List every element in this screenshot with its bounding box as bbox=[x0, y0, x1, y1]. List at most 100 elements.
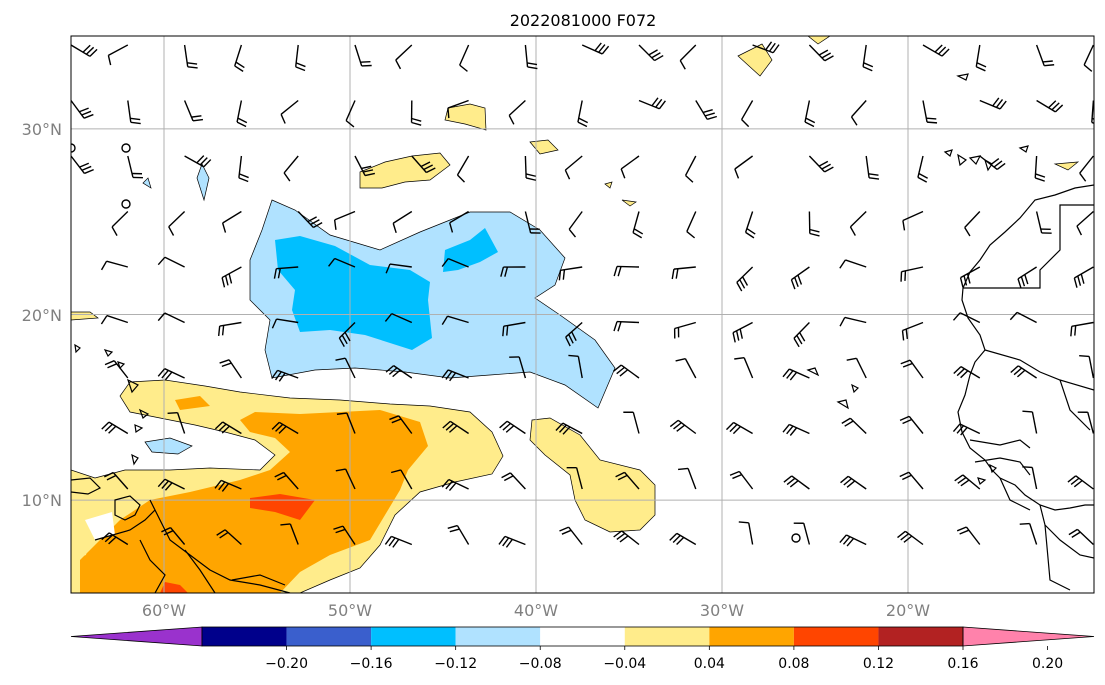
wind-barb bbox=[901, 321, 924, 341]
wind-barb bbox=[669, 419, 697, 435]
wind-barb bbox=[734, 356, 754, 379]
calm-circles bbox=[71, 143, 801, 543]
wind-barb bbox=[234, 44, 245, 72]
wind-barb bbox=[1073, 266, 1094, 288]
wind-barb bbox=[354, 155, 375, 177]
wind-barb bbox=[104, 360, 129, 379]
wind-barb bbox=[559, 526, 583, 545]
positive-anomaly-region bbox=[71, 36, 1080, 593]
wind-barb bbox=[565, 321, 583, 347]
wind-barb bbox=[922, 44, 950, 57]
yellow-fill bbox=[71, 534, 90, 560]
wind-barb bbox=[442, 420, 469, 435]
wind-barb bbox=[1009, 311, 1037, 324]
colorbar-tick-label: 0.20 bbox=[1032, 656, 1063, 672]
wind-barb bbox=[219, 359, 242, 379]
wind-barb bbox=[499, 420, 526, 435]
wind-barb bbox=[524, 155, 537, 181]
wind-barb bbox=[558, 266, 583, 281]
wind-barb bbox=[221, 210, 242, 233]
yellow-fill bbox=[621, 199, 637, 207]
wind-barb bbox=[632, 211, 644, 239]
blue-fill bbox=[443, 228, 498, 272]
wind-barb bbox=[384, 535, 413, 548]
wind-barb bbox=[679, 44, 697, 70]
wind-barb bbox=[100, 314, 129, 325]
wind-barb bbox=[395, 44, 413, 70]
wind-barb bbox=[238, 155, 249, 183]
colorbar-segment bbox=[202, 627, 287, 646]
colorbar-segment bbox=[709, 627, 794, 646]
wind-barb bbox=[441, 315, 469, 326]
wind-barb bbox=[71, 267, 72, 268]
wind-barb bbox=[613, 530, 640, 546]
calm-wind-circle bbox=[71, 143, 76, 153]
wind-barb bbox=[498, 535, 526, 548]
wind-barb bbox=[389, 415, 413, 434]
colorbar-extend-low bbox=[70, 626, 203, 647]
colorbar-segment bbox=[371, 627, 456, 646]
wind-barb bbox=[671, 266, 696, 280]
colorbar-tick-label: −0.04 bbox=[603, 656, 646, 672]
wind-barb bbox=[447, 524, 470, 545]
wind-barb bbox=[217, 321, 242, 337]
wind-barb bbox=[613, 364, 640, 379]
wind-barb bbox=[524, 211, 541, 234]
wind-barb bbox=[964, 211, 981, 237]
wind-barb bbox=[501, 472, 526, 490]
wind-barb bbox=[808, 211, 820, 237]
wind-barb bbox=[1067, 475, 1094, 490]
wind-barb bbox=[782, 368, 810, 381]
wind-barb bbox=[183, 44, 198, 69]
wind-barb bbox=[620, 155, 640, 179]
wind-barb bbox=[1076, 210, 1094, 236]
wind-barb bbox=[441, 478, 469, 492]
wind-barb bbox=[500, 266, 526, 277]
wind-barb bbox=[615, 471, 640, 490]
wind-barb bbox=[127, 100, 141, 125]
wind-barb bbox=[390, 469, 413, 490]
wind-barb bbox=[71, 322, 72, 324]
yellow-fill bbox=[359, 152, 451, 189]
lon-label: 20°W bbox=[886, 601, 930, 620]
wind-barb bbox=[335, 357, 356, 379]
wind-barb bbox=[577, 100, 588, 128]
wind-barb bbox=[790, 266, 810, 290]
wind-barb bbox=[447, 99, 469, 119]
wind-barb bbox=[71, 488, 72, 489]
wind-barb bbox=[793, 322, 810, 348]
wind-barb bbox=[638, 44, 664, 62]
wind-barb bbox=[333, 525, 356, 545]
wind-barb bbox=[839, 316, 867, 327]
wind-barb bbox=[441, 257, 469, 268]
yellow-fill bbox=[737, 43, 773, 77]
wind-barb bbox=[736, 266, 754, 292]
wind-barb bbox=[841, 417, 867, 435]
wind-barb bbox=[157, 368, 185, 381]
lon-label: 50°W bbox=[328, 601, 372, 620]
wind-barb bbox=[71, 376, 72, 378]
wind-barb bbox=[274, 471, 299, 490]
wind-barb bbox=[1010, 365, 1037, 379]
wind-barb bbox=[509, 356, 527, 379]
wind-barb bbox=[840, 475, 867, 490]
wind-barb bbox=[638, 97, 666, 110]
colorbar-segment bbox=[624, 627, 710, 646]
wind-barb bbox=[902, 210, 924, 231]
wind-barb bbox=[354, 44, 372, 67]
wind-barb bbox=[100, 260, 128, 271]
colorbar-tick-label: −0.16 bbox=[350, 656, 393, 672]
wind-barb bbox=[449, 210, 469, 233]
wind-barb bbox=[167, 411, 186, 434]
wind-barb bbox=[1035, 44, 1055, 67]
wind-barb bbox=[917, 155, 928, 183]
wind-barb bbox=[410, 100, 422, 126]
wind-barb bbox=[236, 100, 248, 128]
wind-barb bbox=[71, 44, 98, 57]
colorbar-tick-label: 0.08 bbox=[778, 656, 809, 672]
wind-barb bbox=[273, 266, 299, 279]
wind-barb bbox=[897, 530, 924, 546]
wind-barb bbox=[338, 322, 356, 347]
calm-wind-circle bbox=[121, 199, 131, 209]
